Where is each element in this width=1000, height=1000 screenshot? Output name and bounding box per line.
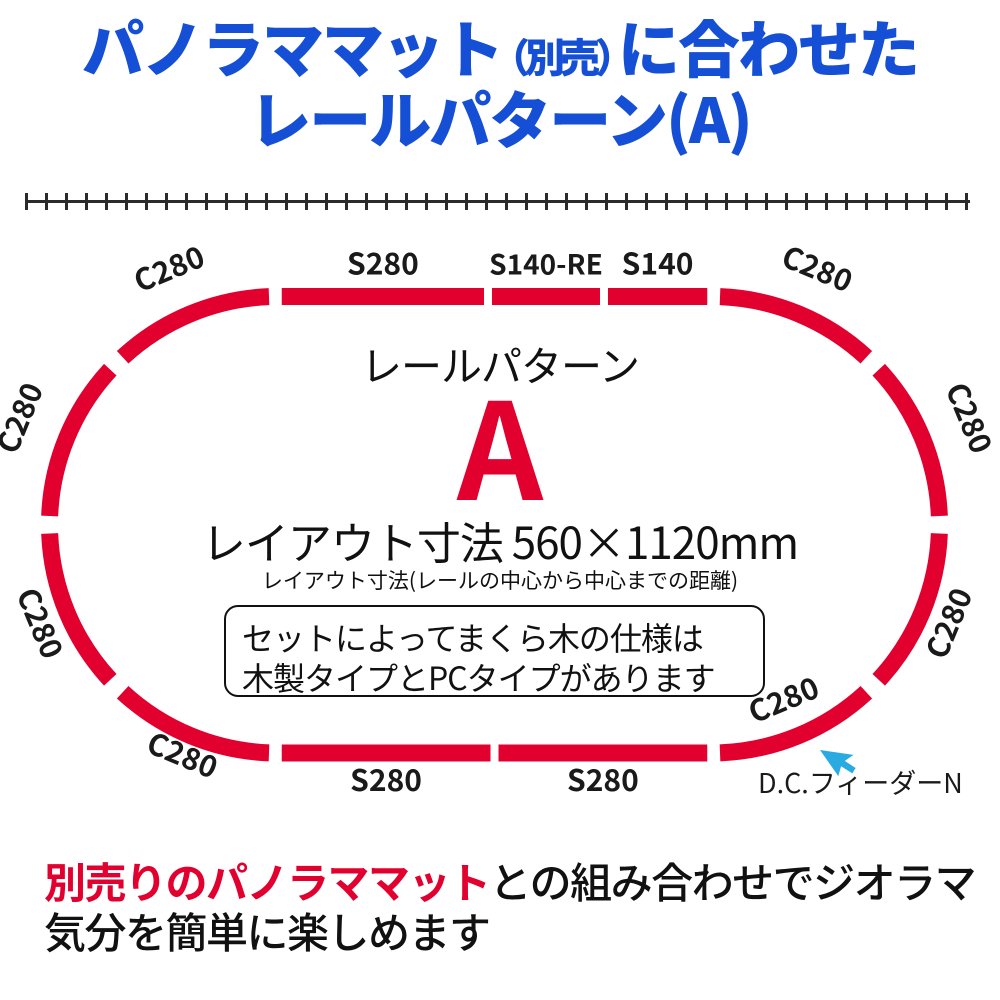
svg-text:C280: C280 bbox=[776, 233, 860, 302]
svg-text:C280: C280 bbox=[141, 719, 225, 788]
svg-text:D.C.フィーダーN: D.C.フィーダーN bbox=[758, 762, 963, 801]
svg-text:S140: S140 bbox=[622, 240, 694, 284]
svg-text:C280: C280 bbox=[126, 233, 210, 302]
svg-text:S280: S280 bbox=[347, 240, 419, 284]
svg-text:S140-RE: S140-RE bbox=[489, 244, 603, 284]
svg-text:S280: S280 bbox=[567, 756, 639, 800]
svg-text:S280: S280 bbox=[350, 756, 422, 800]
